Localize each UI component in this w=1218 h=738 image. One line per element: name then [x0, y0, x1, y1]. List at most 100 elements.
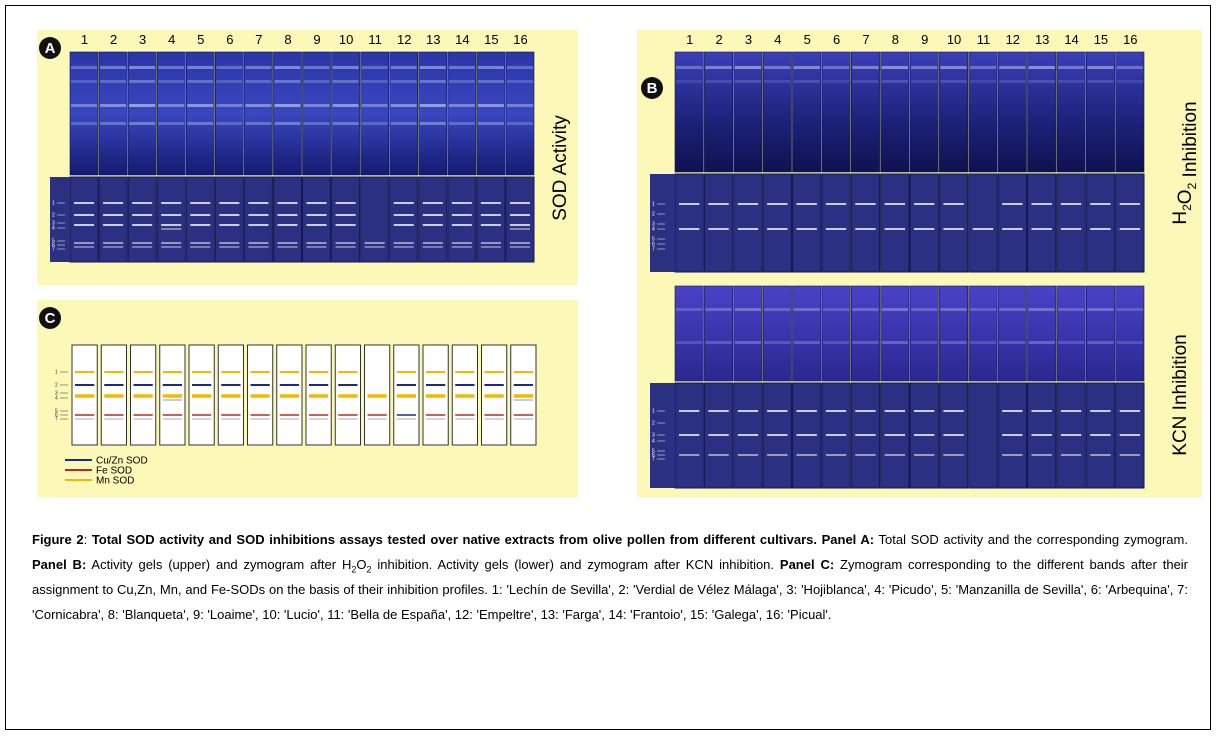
- zymo-lane: [851, 174, 879, 272]
- gel-band: [764, 308, 790, 311]
- gel-band: [970, 341, 996, 344]
- gel-band: [216, 104, 242, 107]
- panel-letter: B: [647, 80, 658, 97]
- gel-band: [940, 341, 966, 344]
- gel-band: [245, 104, 271, 107]
- zymo-lane: [506, 177, 534, 262]
- gel-band: [420, 122, 446, 125]
- caption-run: Total SOD activity and the corresponding…: [874, 532, 1188, 547]
- band-label: 7: [55, 417, 58, 423]
- gel-band: [1117, 308, 1143, 311]
- zymo-lane: [910, 174, 938, 272]
- side-label: KCN Inhibition: [1170, 334, 1191, 455]
- gel-band: [911, 308, 937, 311]
- gel-lane: [186, 52, 214, 175]
- gel-band: [1087, 341, 1113, 344]
- gel-lane: [939, 52, 967, 172]
- gel-band: [71, 80, 97, 83]
- lane-number: 14: [455, 32, 469, 47]
- gel-band: [999, 341, 1025, 344]
- gel-band: [1117, 66, 1143, 69]
- band-label: 4: [652, 227, 655, 233]
- gel-band: [187, 80, 213, 83]
- gel-lane: [734, 286, 762, 381]
- caption: Figure 2: Total SOD activity and SOD inh…: [32, 527, 1188, 627]
- gel-band: [882, 66, 908, 69]
- lane-number: 5: [197, 32, 204, 47]
- lane-number: 8: [284, 32, 291, 47]
- lane-number: 3: [745, 32, 752, 47]
- gel-lane: [99, 52, 127, 175]
- gel-band: [1117, 80, 1143, 83]
- gel-lane: [477, 52, 505, 175]
- gel-lane: [793, 52, 821, 172]
- gel-band: [1029, 66, 1055, 69]
- gel-lane: [1116, 52, 1144, 172]
- gel-band: [999, 66, 1025, 69]
- side-label-run: O: [1175, 189, 1196, 204]
- gel-band: [507, 66, 533, 69]
- gel-band: [999, 308, 1025, 311]
- zymo-lane: [157, 177, 185, 262]
- gel-lane: [851, 286, 879, 381]
- lane-number: 6: [833, 32, 840, 47]
- side-label-run: SOD Activity: [550, 115, 571, 221]
- lane-number: 15: [1094, 32, 1108, 47]
- gel-band: [304, 80, 330, 83]
- gel-band: [676, 66, 702, 69]
- zymo-lane: [361, 177, 389, 262]
- caption-run: Panel C:: [780, 557, 834, 572]
- gel-band: [449, 80, 475, 83]
- band-label: 2: [652, 212, 655, 218]
- gel-lane: [1028, 52, 1056, 172]
- caption-run: O: [356, 557, 366, 572]
- lane-number: 11: [977, 32, 991, 47]
- gel-band: [362, 66, 388, 69]
- zymo-lane: [763, 174, 791, 272]
- gel-band: [911, 66, 937, 69]
- gel-band: [507, 122, 533, 125]
- gel-band: [882, 341, 908, 344]
- lane-number: 8: [892, 32, 899, 47]
- zymo-lane: [1086, 174, 1114, 272]
- gel-lane: [244, 52, 272, 175]
- gel-lane: [881, 286, 909, 381]
- gel-lane: [881, 52, 909, 172]
- page: A123456789101112131415161234567SOD Activ…: [0, 0, 1218, 738]
- gel-lane: [822, 286, 850, 381]
- zymo-lane: [1116, 174, 1144, 272]
- lane-number: 12: [1006, 32, 1020, 47]
- gel-band: [245, 122, 271, 125]
- gel-band: [449, 122, 475, 125]
- gel-band: [1029, 341, 1055, 344]
- zymo-lane: [998, 174, 1026, 272]
- gel-band: [100, 122, 126, 125]
- gel-band: [940, 80, 966, 83]
- zymo-lane: [881, 174, 909, 272]
- caption-run: Figure 2: [32, 532, 84, 547]
- zymo-lane: [419, 177, 447, 262]
- gel-band: [274, 104, 300, 107]
- gel-lane: [1116, 286, 1144, 381]
- lane-number: 5: [804, 32, 811, 47]
- gel-band: [764, 80, 790, 83]
- gel-band: [274, 66, 300, 69]
- lane-number: 11: [368, 32, 382, 47]
- gel-band: [449, 66, 475, 69]
- gel-lane: [763, 52, 791, 172]
- band-label: 1: [652, 409, 655, 415]
- gel-band: [158, 104, 184, 107]
- caption-run: inhibition. Activity gels (lower) and zy…: [372, 557, 780, 572]
- gel-band: [158, 122, 184, 125]
- legend-label: Mn SOD: [96, 476, 134, 487]
- gel-band: [129, 80, 155, 83]
- lane-number: 15: [484, 32, 498, 47]
- gel-lane: [763, 286, 791, 381]
- gel-band: [216, 66, 242, 69]
- gel-lane: [910, 286, 938, 381]
- zymo-lane: [244, 177, 272, 262]
- gel-band: [764, 66, 790, 69]
- gel-band: [676, 80, 702, 83]
- gel-band: [304, 122, 330, 125]
- lane-number: 9: [921, 32, 928, 47]
